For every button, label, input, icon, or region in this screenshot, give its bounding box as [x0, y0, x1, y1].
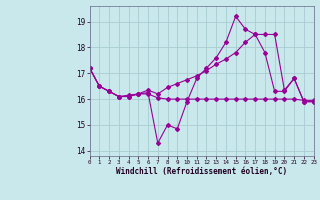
X-axis label: Windchill (Refroidissement éolien,°C): Windchill (Refroidissement éolien,°C) [116, 167, 287, 176]
